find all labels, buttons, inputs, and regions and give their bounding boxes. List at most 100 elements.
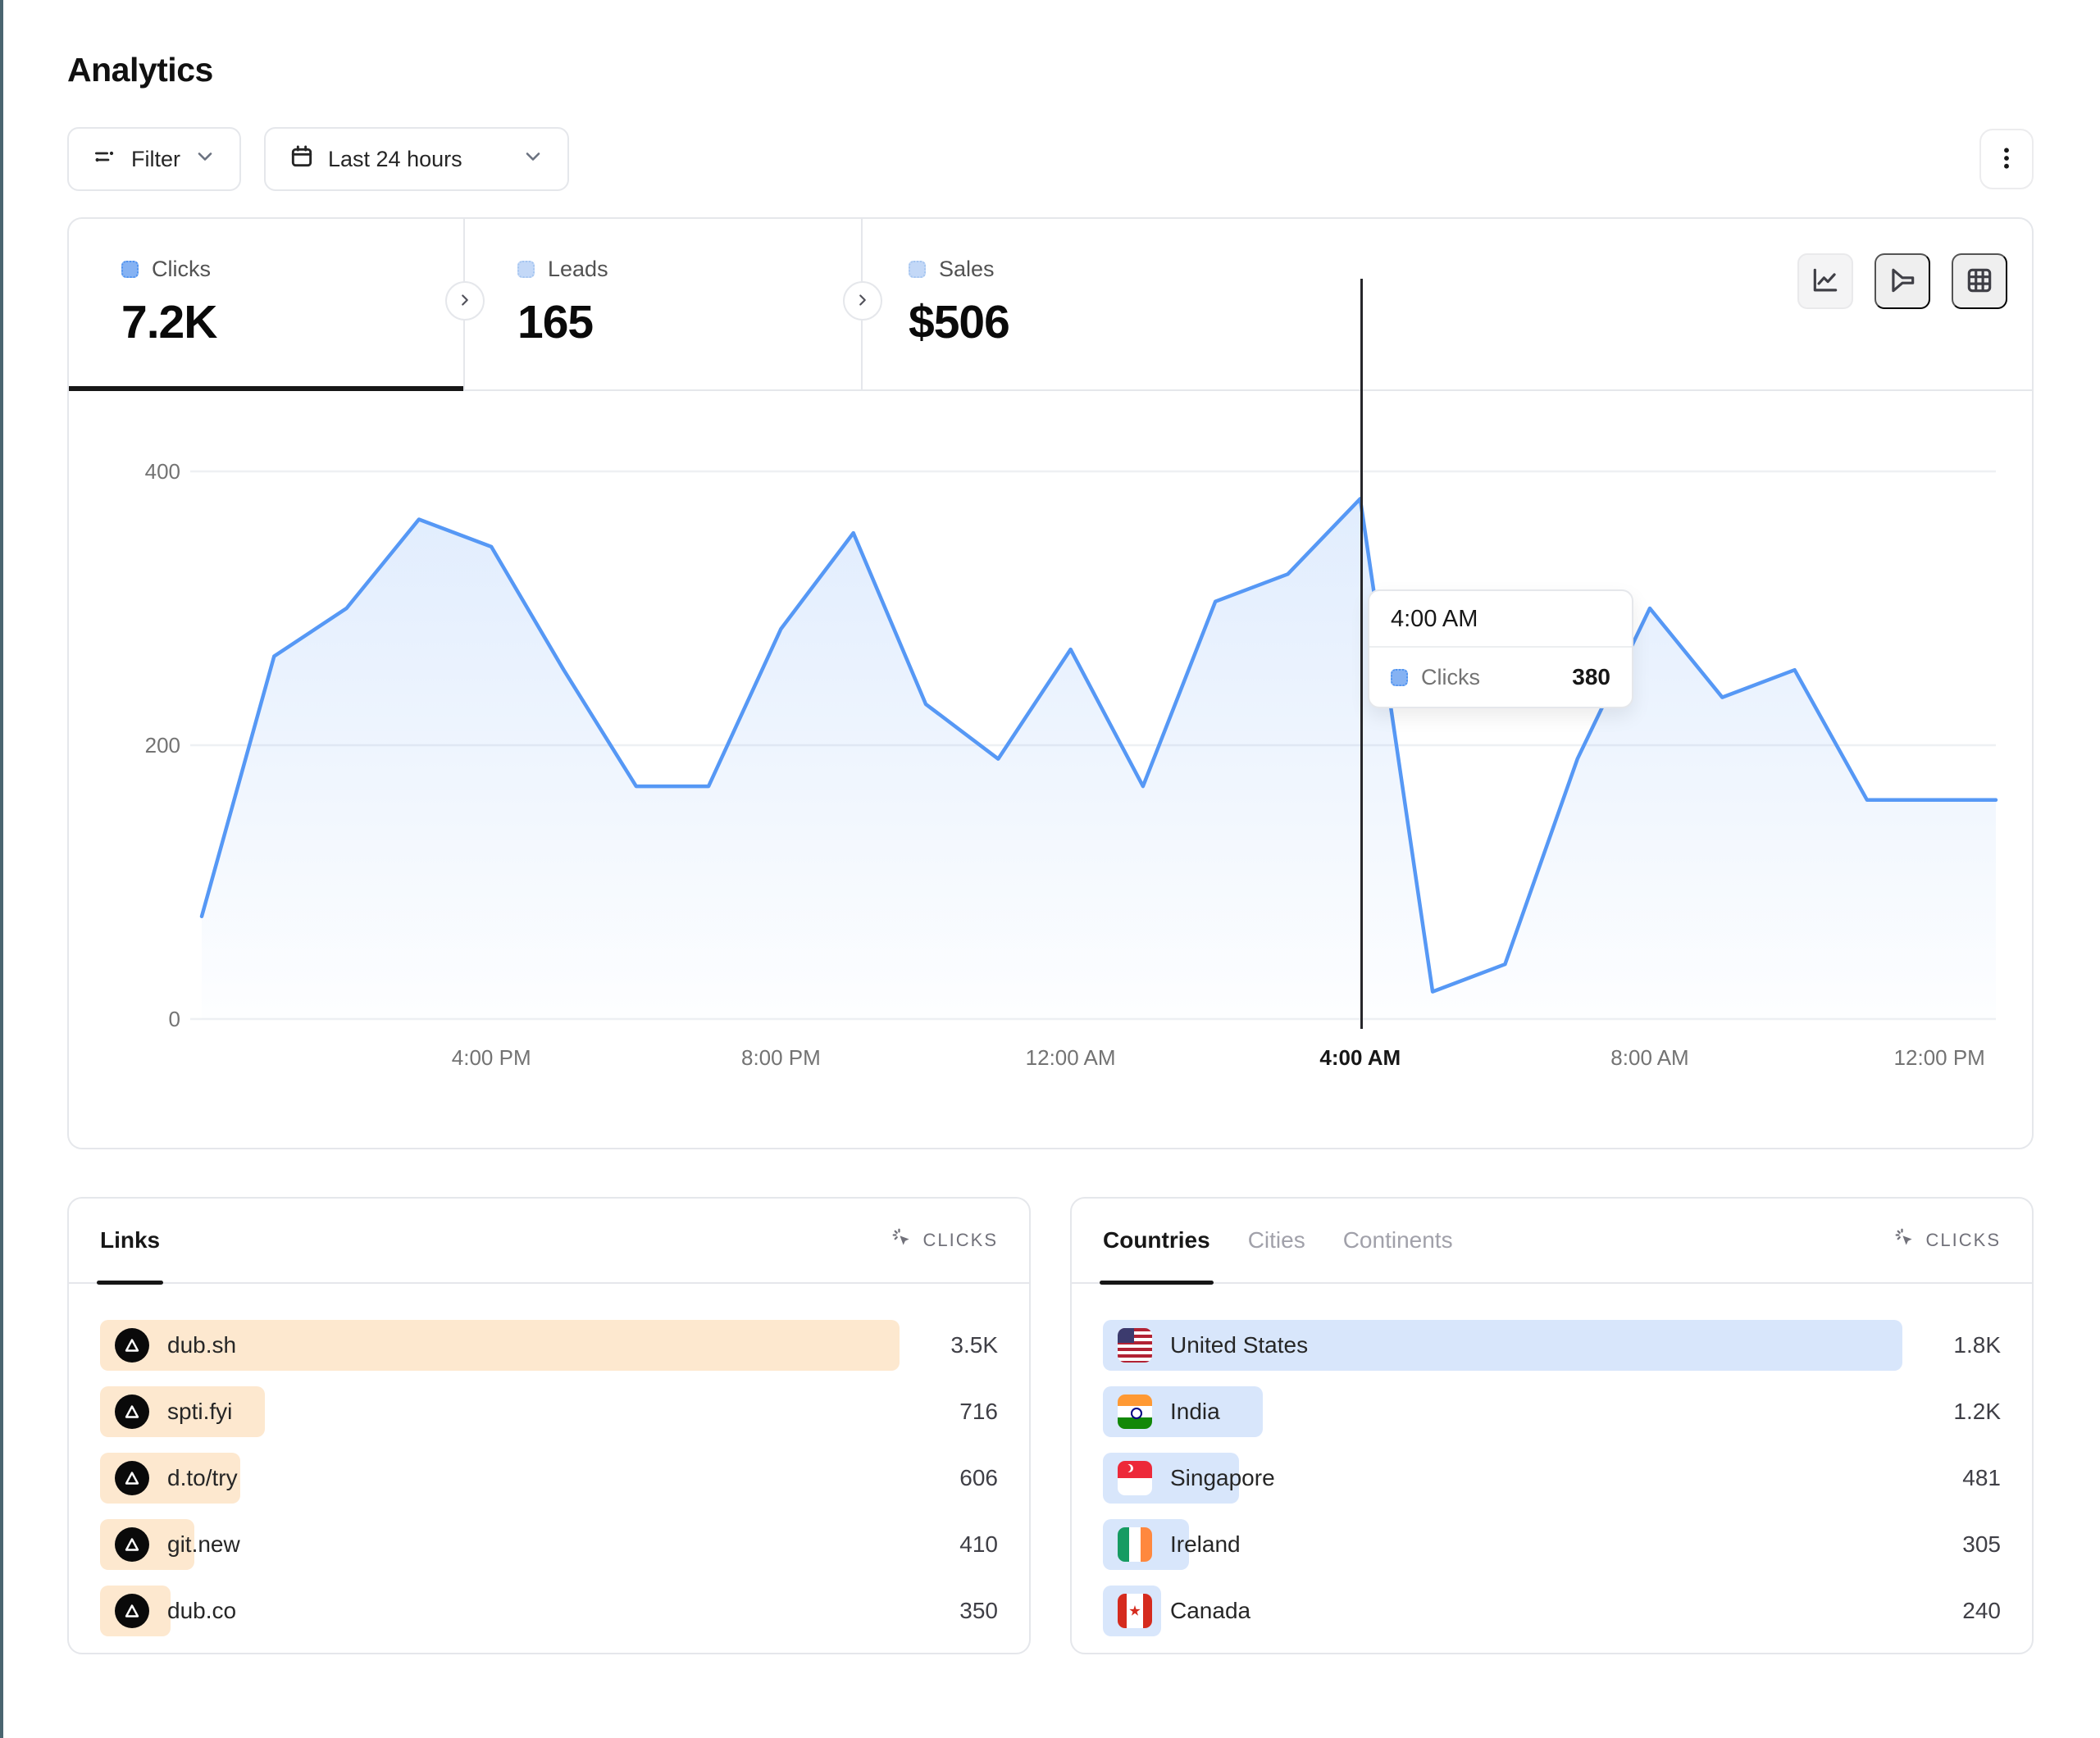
country-row[interactable]: United States 1.8K xyxy=(1103,1320,2001,1371)
table-grid-icon xyxy=(1964,265,1995,298)
links-panel: Links CLICKS dub. xyxy=(67,1197,1031,1654)
leads-legend-swatch xyxy=(517,261,535,278)
countries-metric-label: CLICKS xyxy=(1925,1230,2001,1250)
chart-crosshair xyxy=(1360,279,1363,1029)
link-row[interactable]: dub.co 350 xyxy=(100,1586,998,1636)
svg-text:4:00 PM: 4:00 PM xyxy=(452,1045,531,1070)
link-clicks-value: 606 xyxy=(959,1465,998,1490)
tooltip-value: 380 xyxy=(1572,664,1610,689)
country-label: Ireland xyxy=(1170,1531,1241,1557)
svg-text:12:00 AM: 12:00 AM xyxy=(1026,1045,1116,1070)
country-row[interactable]: Ireland 305 xyxy=(1103,1519,2001,1570)
expand-clicks-leads-button[interactable] xyxy=(445,281,485,321)
country-clicks-value: 305 xyxy=(1962,1531,2001,1557)
country-label: Canada xyxy=(1170,1598,1251,1623)
svg-text:8:00 AM: 8:00 AM xyxy=(1610,1045,1688,1070)
tooltip-series-label: Clicks xyxy=(1421,664,1480,689)
chevron-down-icon xyxy=(194,145,216,174)
links-list: dub.sh 3.5K spti.fyi 716 xyxy=(69,1284,1029,1636)
link-row[interactable]: git.new 410 xyxy=(100,1519,998,1570)
country-row[interactable]: India 1.2K xyxy=(1103,1386,2001,1437)
line-chart-icon xyxy=(1810,265,1841,298)
more-options-button[interactable] xyxy=(1979,129,2034,189)
link-label: dub.co xyxy=(167,1598,237,1623)
date-range-label: Last 24 hours xyxy=(328,146,462,171)
countries-metric[interactable]: CLICKS xyxy=(1893,1226,2001,1254)
clicks-legend-swatch xyxy=(121,261,139,278)
filter-label: Filter xyxy=(131,146,180,171)
tab-clicks[interactable]: Clicks 7.2K xyxy=(69,219,465,391)
link-clicks-value: 716 xyxy=(959,1399,998,1424)
countries-list: United States 1.8K India 1.2K xyxy=(1072,1284,2032,1636)
link-label: git.new xyxy=(167,1531,240,1557)
tab-leads[interactable]: Leads 165 xyxy=(465,219,863,389)
tab-sales[interactable]: Sales $506 xyxy=(863,219,1010,389)
sales-legend-swatch xyxy=(909,261,926,278)
link-clicks-value: 3.5K xyxy=(950,1332,998,1358)
dub-logo-icon xyxy=(115,1328,149,1363)
clicks-value: 7.2K xyxy=(121,296,217,348)
country-row[interactable]: Singapore 481 xyxy=(1103,1453,2001,1504)
tab-continents[interactable]: Continents xyxy=(1342,1227,1453,1253)
chart-view-switcher xyxy=(1797,253,2007,309)
filter-button[interactable]: Filter xyxy=(67,127,241,191)
area-chart-svg: 0 200 400 4:00 PM 8:00 PM 12:00 AM 4:00 AM 8:00… xyxy=(145,459,1998,1070)
svg-text:8:00 PM: 8:00 PM xyxy=(741,1045,821,1070)
svg-text:400: 400 xyxy=(145,459,180,484)
cursor-click-icon xyxy=(1893,1226,1916,1254)
links-metric[interactable]: CLICKS xyxy=(891,1226,998,1254)
link-label: spti.fyi xyxy=(167,1399,233,1424)
calendar-icon xyxy=(289,143,315,175)
us-flag-icon xyxy=(1118,1328,1152,1363)
india-flag-icon xyxy=(1118,1394,1152,1429)
link-bar xyxy=(100,1320,900,1371)
canada-flag-icon xyxy=(1118,1594,1152,1628)
clicks-time-series-chart[interactable]: 0 200 400 4:00 PM 8:00 PM 12:00 AM 4:00 AM 8:00… xyxy=(69,391,2032,1148)
tab-links[interactable]: Links xyxy=(96,1199,164,1285)
country-label: Singapore xyxy=(1170,1465,1275,1490)
country-label: India xyxy=(1170,1399,1220,1424)
country-row[interactable]: Canada 240 xyxy=(1103,1586,2001,1636)
expand-leads-sales-button[interactable] xyxy=(843,281,882,321)
tooltip-time: 4:00 AM xyxy=(1391,606,1478,632)
cursor-click-icon xyxy=(891,1226,913,1254)
window-edge-accent xyxy=(0,0,3,1738)
countries-panel-header: Countries Cities Continents CLICKS xyxy=(1072,1199,2032,1285)
link-label: dub.sh xyxy=(167,1332,237,1358)
link-label: d.to/try xyxy=(167,1465,238,1490)
dub-logo-icon xyxy=(115,1394,149,1429)
funnel-view-button[interactable] xyxy=(1875,253,1930,309)
dub-logo-icon xyxy=(115,1594,149,1628)
chevron-right-icon xyxy=(456,291,474,312)
countries-panel: Countries Cities Continents CLICKS xyxy=(1070,1197,2034,1654)
links-panel-header: Links CLICKS xyxy=(69,1199,1029,1285)
link-row[interactable]: dub.sh 3.5K xyxy=(100,1320,998,1371)
country-label: United States xyxy=(1170,1332,1309,1358)
dub-logo-icon xyxy=(115,1527,149,1562)
leads-value: 165 xyxy=(517,296,594,348)
clicks-label: Clicks xyxy=(152,257,211,281)
country-clicks-value: 1.8K xyxy=(1953,1332,2001,1358)
leads-label: Leads xyxy=(548,257,608,281)
link-clicks-value: 410 xyxy=(959,1531,998,1557)
svg-text:12:00 PM: 12:00 PM xyxy=(1894,1045,1985,1070)
link-clicks-value: 350 xyxy=(959,1598,998,1623)
page-title: Analytics xyxy=(67,51,213,89)
chart-tooltip: 4:00 AM Clicks 380 xyxy=(1368,589,1633,708)
tab-countries[interactable]: Countries xyxy=(1100,1199,1214,1285)
link-row[interactable]: spti.fyi 716 xyxy=(100,1386,998,1437)
funnel-icon xyxy=(1887,265,1918,298)
tooltip-series-swatch xyxy=(1391,668,1408,686)
country-bar xyxy=(1103,1320,1902,1371)
line-chart-view-button[interactable] xyxy=(1797,253,1853,309)
date-range-button[interactable]: Last 24 hours xyxy=(264,127,569,191)
link-row[interactable]: d.to/try 606 xyxy=(100,1453,998,1504)
dub-logo-icon xyxy=(115,1461,149,1495)
kebab-menu-icon xyxy=(1994,144,2019,175)
ireland-flag-icon xyxy=(1118,1527,1152,1562)
svg-text:200: 200 xyxy=(145,733,180,758)
table-view-button[interactable] xyxy=(1952,253,2007,309)
country-clicks-value: 240 xyxy=(1962,1598,2001,1623)
tab-cities[interactable]: Cities xyxy=(1247,1227,1305,1253)
svg-text:0: 0 xyxy=(169,1007,180,1031)
